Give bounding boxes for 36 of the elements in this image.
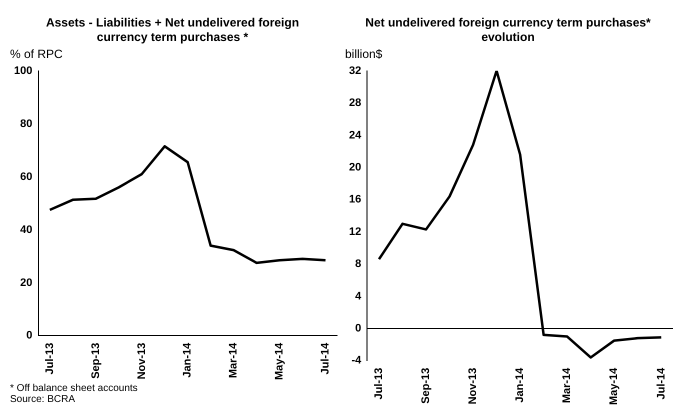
x-tick-label: Sep-13	[420, 368, 432, 404]
y-axis-title: billion$	[345, 47, 383, 62]
y-tick-label: 4	[355, 290, 362, 302]
x-tick-label: Jan-14	[182, 342, 194, 378]
y-tick-label: 12	[348, 226, 362, 238]
y-tick-label: 80	[20, 118, 32, 130]
x-tick-label: Mar-14	[228, 342, 240, 378]
y-tick-label: 100	[14, 64, 32, 77]
y-tick-label: 20	[348, 161, 362, 174]
x-tick-label: Sep-13	[90, 342, 102, 379]
chart-title: Assets - Liabilities + Net undelivered foreign currency term purchases *	[46, 16, 300, 44]
y-tick-label: 16	[348, 194, 362, 206]
y-tick-label: 20	[20, 276, 32, 289]
y-tick-label: 32	[348, 64, 362, 77]
y-tick-label: 0	[355, 322, 362, 335]
y-tick-label: -4	[351, 354, 362, 367]
x-tick-label: Jul-14	[320, 342, 332, 374]
y-tick-label: 60	[20, 170, 32, 183]
y-tick-label: 40	[20, 224, 32, 236]
x-tick-label: Jul-14	[655, 366, 668, 400]
x-tick-label: Jul-13	[44, 342, 56, 374]
x-tick-label: Nov-13	[136, 342, 148, 380]
chart-title: Net undelivered foreign currency term purchases* evolution	[365, 16, 652, 44]
x-tick-label: May-14	[274, 342, 286, 380]
x-tick-label: Jul-13	[373, 368, 386, 400]
y-tick-label: 24	[348, 129, 362, 142]
y-axis-title: % of RPC	[10, 47, 64, 62]
x-tick-label: Jan-14	[514, 366, 526, 403]
x-tick-label: Mar-14	[561, 366, 574, 404]
x-tick-label: Nov-13	[467, 368, 480, 404]
y-tick-label: 28	[348, 97, 362, 110]
y-tick-label: 0	[26, 330, 32, 342]
source-note: Source: BCRA	[9, 394, 76, 405]
x-tick-label: May-14	[608, 366, 620, 405]
text: * Off balance sheet accounts	[9, 383, 139, 394]
y-tick-label: 8	[355, 258, 362, 270]
